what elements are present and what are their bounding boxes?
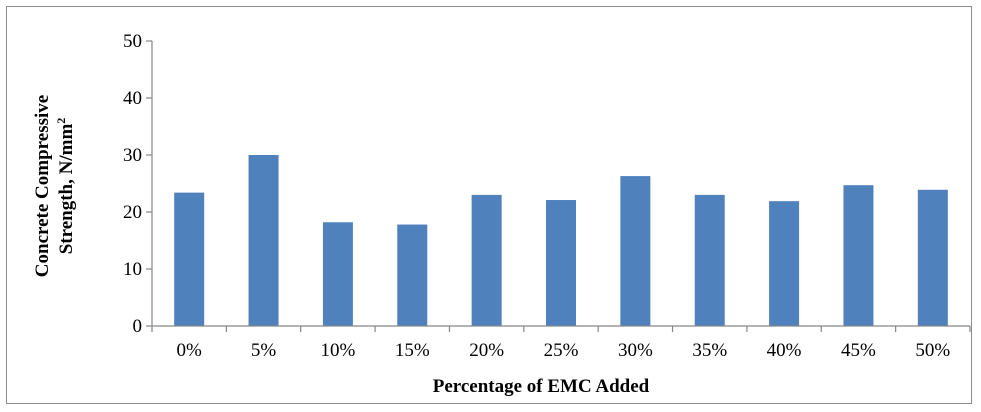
y-tick-label: 30 [123, 145, 142, 166]
y-tick-label: 40 [123, 88, 142, 109]
bar-10pct [322, 222, 353, 326]
y-axis-title-line-2-text: Strength, N/mm [56, 124, 77, 255]
x-tick-label: 0% [177, 340, 203, 361]
y-tick-label: 0 [133, 316, 143, 337]
bar-50pct [917, 189, 948, 326]
x-tick-label: 35% [692, 340, 727, 361]
bar-45pct [843, 185, 874, 326]
x-axis-ticks: 0% 5% 10% 15% 20% 25% 30% 35% 40% 45% 50% [177, 340, 951, 361]
bar-30pct [620, 176, 651, 326]
bar-40pct [769, 201, 800, 326]
y-tick-label: 50 [123, 31, 142, 52]
y-axis-ticks: 0 10 20 30 40 50 [123, 31, 152, 337]
x-tick-label: 5% [251, 340, 277, 361]
y-axis-title-superscript: 2 [54, 118, 68, 124]
bar-20pct [471, 194, 502, 326]
x-tick-label: 10% [320, 340, 355, 361]
y-tick-label: 10 [123, 259, 142, 280]
x-tick-label: 20% [469, 340, 504, 361]
bar-0pct [174, 192, 205, 326]
x-tick-label: 50% [915, 340, 950, 361]
x-tick-label: 45% [841, 340, 876, 361]
bar-5pct [248, 155, 279, 326]
x-tick-label: 15% [395, 340, 430, 361]
y-axis-title-line-2: Strength, N/mm2 [54, 118, 77, 255]
y-tick-label: 20 [123, 202, 142, 223]
x-tick-label: 30% [618, 340, 653, 361]
bar-15pct [397, 224, 428, 326]
bars-group [174, 155, 948, 326]
x-tick-label: 40% [767, 340, 802, 361]
bar-25pct [546, 200, 576, 326]
axes-group [151, 41, 971, 332]
bar-35pct [694, 194, 725, 326]
y-axis-title-line-1: Concrete Compressive [32, 95, 53, 277]
x-axis-title: Percentage of EMC Added [433, 376, 650, 397]
y-axis-title: Concrete Compressive Strength, N/mm2 [32, 95, 77, 277]
x-tick-label: 25% [544, 340, 579, 361]
